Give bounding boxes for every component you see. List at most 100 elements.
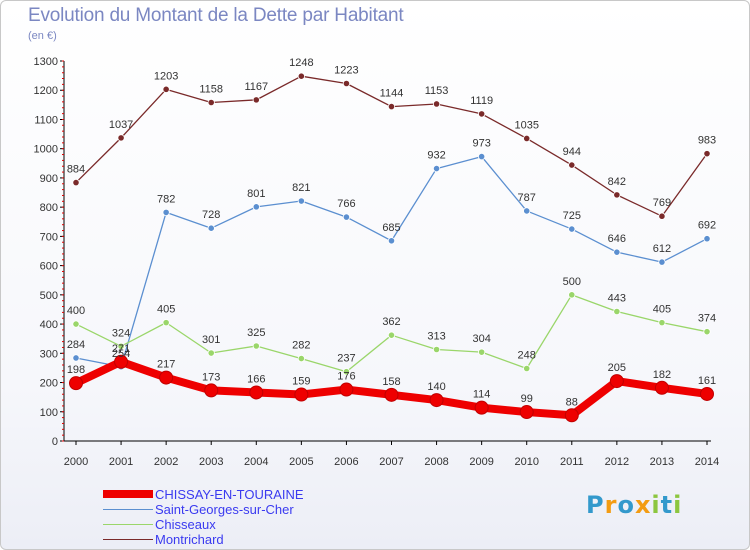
x-tick-label: 2010 — [514, 456, 538, 468]
data-point — [162, 208, 170, 217]
data-label: 304 — [472, 333, 490, 345]
legend-label: Saint-Georges-sur-Cher — [155, 502, 294, 517]
data-point — [658, 212, 666, 220]
data-point — [294, 387, 309, 402]
data-label: 284 — [67, 339, 85, 351]
data-point — [519, 405, 534, 420]
data-point — [252, 96, 260, 104]
x-tick-label: 2003 — [199, 456, 223, 468]
data-label: 801 — [247, 188, 265, 200]
data-label: 158 — [382, 376, 400, 388]
data-point — [207, 98, 215, 107]
data-label: 944 — [563, 146, 581, 158]
data-label: 405 — [157, 304, 175, 316]
data-point — [117, 134, 125, 142]
data-point — [72, 354, 80, 362]
data-point — [478, 110, 486, 118]
data-label: 173 — [202, 371, 220, 383]
legend-label: CHISSAY-EN-TOURAINE — [155, 487, 304, 502]
data-point — [297, 72, 305, 80]
data-label: 324 — [112, 327, 130, 339]
data-label: 198 — [67, 364, 85, 376]
data-label: 1153 — [425, 85, 449, 97]
data-point — [429, 393, 444, 408]
data-label: 821 — [292, 182, 310, 194]
logo-letter: o — [617, 491, 635, 519]
data-point — [159, 370, 174, 385]
y-tick-label: 1000 — [34, 144, 58, 156]
data-point — [384, 387, 399, 402]
data-point — [432, 345, 441, 354]
data-label: 313 — [427, 331, 445, 343]
y-tick-label: 400 — [40, 319, 58, 331]
data-point — [700, 386, 714, 401]
x-tick-label: 2013 — [650, 456, 674, 468]
data-point — [342, 213, 351, 221]
x-tick-label: 2000 — [64, 456, 88, 468]
data-label: 88 — [566, 396, 578, 408]
y-tick-label: 1300 — [34, 56, 58, 68]
data-label: 1248 — [289, 57, 313, 69]
data-label: 1167 — [244, 81, 268, 93]
legend-swatch — [103, 490, 153, 498]
logo-letter: t — [660, 491, 674, 519]
y-tick-label: 900 — [40, 173, 58, 185]
data-label: 728 — [202, 209, 220, 221]
data-point — [249, 385, 264, 400]
data-point — [387, 103, 396, 111]
data-label: 159 — [292, 376, 310, 388]
data-point — [523, 207, 531, 215]
x-tick-label: 2002 — [154, 456, 178, 468]
data-point — [474, 400, 489, 415]
data-point — [613, 307, 621, 316]
data-point — [568, 225, 576, 233]
data-label: 612 — [653, 243, 671, 255]
data-point — [297, 197, 305, 205]
data-label: 769 — [653, 197, 671, 209]
data-label: 842 — [608, 176, 626, 188]
data-point — [252, 342, 260, 350]
data-label: 237 — [337, 353, 355, 365]
data-point — [568, 291, 576, 299]
data-label: 205 — [608, 362, 626, 374]
data-point — [523, 364, 531, 373]
y-tick-label: 0 — [52, 436, 58, 448]
data-point — [568, 161, 576, 169]
x-tick-label: 2008 — [424, 456, 448, 468]
data-point — [564, 408, 579, 423]
data-label: 282 — [292, 340, 310, 352]
data-label: 114 — [473, 389, 491, 401]
data-point — [703, 150, 711, 158]
data-point — [342, 368, 351, 376]
x-tick-label: 2011 — [560, 456, 584, 468]
data-label: 161 — [698, 375, 716, 387]
data-label: 766 — [337, 198, 355, 210]
data-label: 500 — [563, 276, 581, 288]
data-label: 140 — [427, 381, 445, 393]
data-point — [69, 376, 83, 391]
y-tick-label: 1200 — [34, 85, 58, 97]
data-label: 166 — [247, 373, 265, 385]
series-layer — [69, 72, 714, 423]
data-point — [703, 235, 711, 243]
data-label: 325 — [247, 327, 265, 339]
data-label: 685 — [382, 222, 400, 234]
data-point — [342, 79, 351, 88]
x-tick-label: 2012 — [605, 456, 629, 468]
x-tick-label: 2001 — [109, 456, 133, 468]
y-tick-label: 200 — [40, 378, 58, 390]
legend-swatch — [103, 539, 153, 540]
data-label: 1158 — [199, 84, 223, 96]
proxiti-logo: Proxiti — [586, 491, 682, 519]
data-label: 884 — [67, 164, 85, 176]
data-label: 400 — [67, 305, 85, 317]
data-point — [117, 342, 125, 350]
data-label: 973 — [472, 138, 490, 150]
data-label: 301 — [202, 334, 220, 346]
data-point — [478, 152, 486, 161]
data-label: 932 — [427, 150, 445, 162]
data-label: 725 — [563, 210, 581, 222]
data-label: 182 — [653, 369, 671, 381]
